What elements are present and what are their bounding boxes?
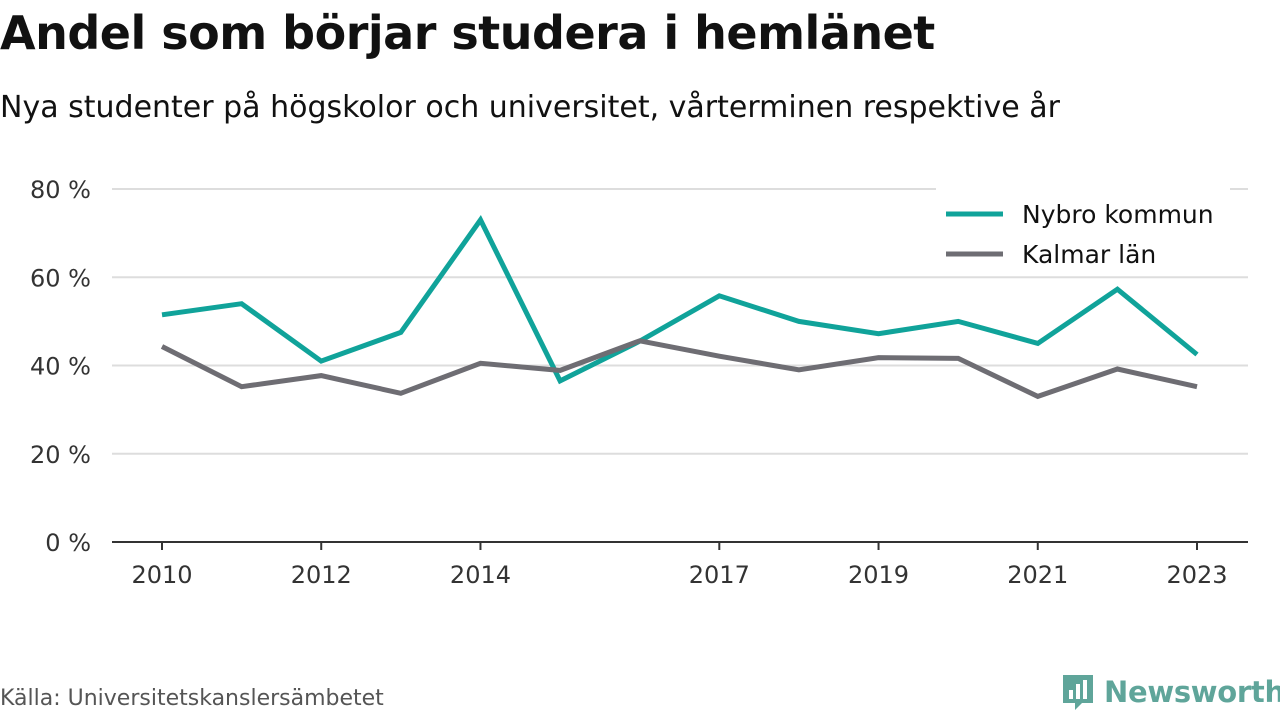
legend-label: Nybro kommun <box>1022 200 1214 229</box>
y-tick-label: 40 % <box>30 353 91 381</box>
y-tick-label: 80 % <box>30 176 91 204</box>
x-tick-label: 2010 <box>131 561 192 589</box>
x-tick-label: 2012 <box>291 561 352 589</box>
x-tick-label: 2019 <box>848 561 909 589</box>
chart-subtitle: Nya studenter på högskolor och universit… <box>0 90 1060 125</box>
y-tick-label: 20 % <box>30 441 91 469</box>
brand-name: Newsworthy <box>1104 675 1280 709</box>
source-note: Källa: Universitetskanslersämbetet <box>0 686 384 711</box>
series-line-kalmar-lan <box>160 338 1198 400</box>
brand-logo: Newsworthy <box>1060 672 1280 712</box>
series-line-nybro-kommun <box>161 215 1199 385</box>
chart-title: Andel som börjar studera i hemlänet <box>0 6 935 60</box>
x-tick-label: 2021 <box>1007 561 1068 589</box>
legend: Nybro kommun Kalmar län <box>936 187 1230 276</box>
x-tick-label: 2023 <box>1166 561 1227 589</box>
y-axis: 0 % 20 % 40 % 60 % 80 % <box>30 176 91 557</box>
x-axis: 2010 2012 2014 2017 2019 2021 2023 <box>112 541 1248 589</box>
legend-box <box>936 187 1230 276</box>
y-tick-label: 0 % <box>45 529 91 557</box>
y-tick-label: 60 % <box>30 264 91 292</box>
newsworthy-logo-icon <box>1063 675 1093 710</box>
x-tick-label: 2014 <box>450 561 511 589</box>
x-tick-label: 2017 <box>689 561 750 589</box>
series-lines <box>160 215 1199 400</box>
legend-label: Kalmar län <box>1022 240 1156 269</box>
